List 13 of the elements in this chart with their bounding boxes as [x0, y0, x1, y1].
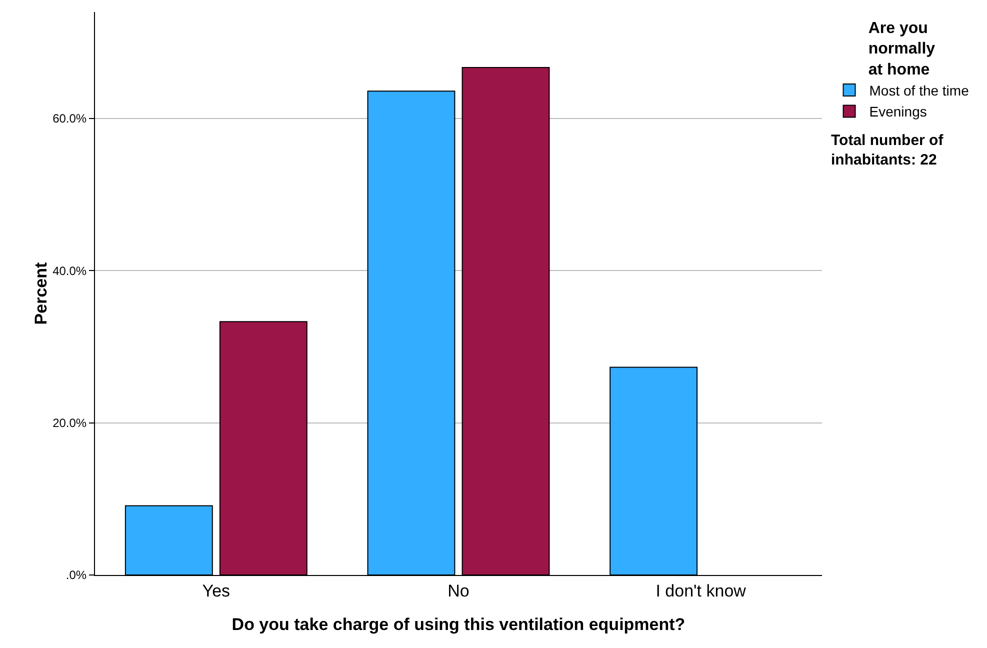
y-axis-title: Percent	[32, 262, 51, 325]
x-tick-label: No	[448, 581, 470, 600]
text: Total number of inhabitants: 22	[831, 132, 944, 168]
y-tick-label: 60.0%	[52, 112, 87, 126]
x-axis-title: Do you take charge of using this ventilation equipment?	[232, 614, 686, 634]
legend-title: Are you normally at home	[868, 20, 936, 78]
x-tick-label: I don't know	[656, 581, 747, 600]
y-tick-label: 20.0%	[52, 416, 87, 430]
legend-label: Most of the time	[869, 82, 970, 98]
legend-label: Evenings	[869, 104, 927, 120]
y-tick-label: 40.0%	[52, 264, 87, 278]
y-tick-label: .0%	[66, 568, 87, 582]
x-tick-label: Yes	[202, 581, 230, 600]
